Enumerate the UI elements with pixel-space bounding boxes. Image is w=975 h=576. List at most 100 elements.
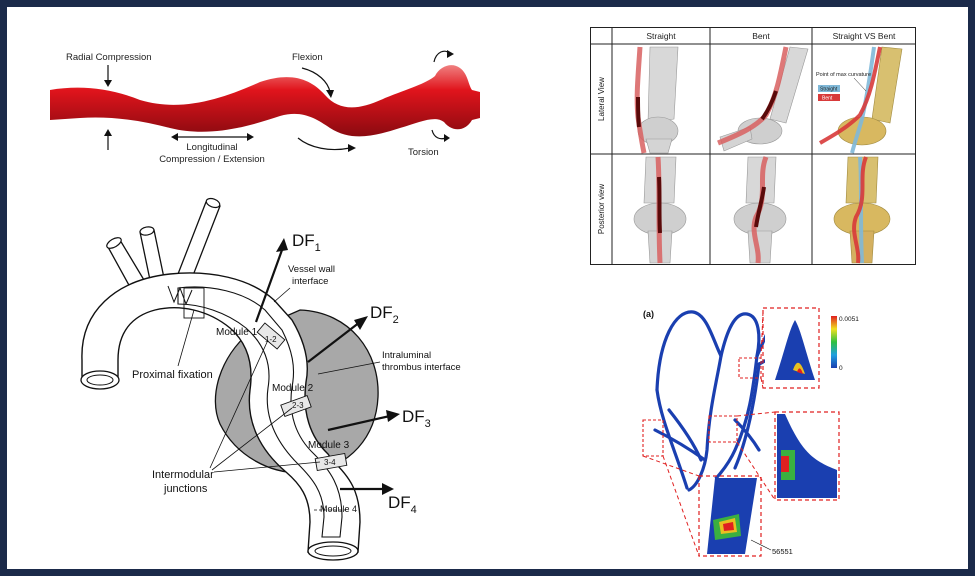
branch-vessel-1-opening: [106, 237, 122, 249]
branch-vessel-2: [139, 229, 165, 281]
stent-crown-mid: [719, 312, 761, 358]
vessel-shape: [50, 65, 480, 137]
cell-lateral-straight: [634, 46, 679, 154]
inset-hotspot: [793, 362, 805, 374]
longitudinal-arrow-left-head: [171, 133, 178, 141]
callout-line-4: [736, 441, 776, 501]
longitudinal-label-2: Compression / Extension: [159, 154, 265, 165]
df4-label: DF4: [388, 493, 417, 516]
stent-segment: [760, 90, 778, 121]
stent-fea-panel: (a) 56551: [642, 307, 859, 557]
aortic-arch: [81, 272, 361, 553]
intermodular-label-1: Intermodular: [152, 469, 214, 481]
df4-arrow-head: [382, 483, 394, 495]
junction-3-4-label: 3-4: [324, 458, 336, 467]
branch-vessel-3-opening: [205, 197, 221, 209]
junction-3-4-band: [314, 452, 348, 472]
df1-arrow-head: [276, 238, 288, 252]
row-header-posterior: Posterior view: [597, 184, 606, 234]
stent-graft-body: [177, 286, 343, 538]
flexion-arrow: [301, 67, 331, 93]
col-header-straight: Straight: [646, 31, 676, 41]
torsion-arrow-bottom-head: [444, 134, 450, 142]
junction-2-3-label: 2-3: [292, 401, 304, 410]
artery-bent: [852, 156, 868, 264]
callout-line-6: [642, 455, 700, 477]
callout-box-bottom: [698, 475, 762, 557]
intermodular-leader-3: [213, 461, 321, 473]
radial-arrow-top-head: [104, 80, 112, 87]
vessel-wall-leader: [273, 287, 291, 303]
point-max-curvature-label: Point of max curvature: [816, 72, 871, 78]
stent-segment: [754, 186, 766, 228]
callout-line-3: [736, 411, 776, 417]
callout-line-1: [760, 311, 764, 359]
cell-lateral-compare: Point of max curvature Straight Bent: [816, 46, 903, 154]
femur-bone: [647, 46, 679, 124]
stent-strut-6: [653, 428, 707, 462]
panel-label-a: (a): [643, 309, 654, 319]
zoom-inset-mid-right: [777, 414, 837, 498]
cell-posterior-compare: [833, 156, 891, 264]
vessel-wall-label-2: interface: [292, 276, 328, 287]
color-scale-max: 0.0051: [839, 316, 859, 323]
artery-straight: [850, 46, 876, 154]
branch-vessel-2-opening: [139, 226, 155, 236]
proximal-fixation-mesh: [183, 287, 205, 319]
row-header-lateral: Lateral View: [597, 77, 606, 121]
intraluminal-label-1: Intraluminal: [382, 350, 431, 361]
aorta-ascending-opening-inner: [86, 374, 114, 386]
module-4-label: Module 4: [320, 504, 357, 514]
proximal-fixation-label: Proximal fixation: [132, 369, 213, 381]
cell-posterior-straight: [633, 156, 687, 264]
node-label: 56551: [772, 547, 793, 556]
aorta-descending-opening-inner: [314, 545, 352, 557]
aorta-stent-panel: 1-2 2-3 3-4 Module 1 Module 2 Module 3 M…: [80, 197, 461, 561]
vessel-deformation-panel: Radial Compression Flexion Longitudinal …: [50, 50, 480, 165]
femur-bone: [871, 46, 903, 124]
color-scale-bar: [831, 316, 837, 368]
df2-arrow-head: [354, 316, 368, 330]
source-box-left: [642, 419, 664, 457]
callout-line-5: [662, 455, 700, 557]
stent-segment: [636, 96, 641, 128]
flexion-arrow-lower: [297, 137, 351, 151]
df3-arrow: [327, 414, 391, 432]
intraluminal-leader: [317, 361, 381, 375]
artery-bent: [819, 46, 882, 145]
inset-gap: [785, 414, 837, 470]
inset-strut: [775, 320, 815, 380]
flexion-arrow-lower-head: [348, 144, 356, 152]
df2-arrow: [307, 321, 361, 363]
df2-label: DF2: [370, 303, 399, 326]
torsion-arrow-top-head: [447, 50, 454, 58]
color-scale-min: 0: [839, 365, 843, 372]
proximal-fixation-leader: [177, 309, 195, 367]
knee-stent-table: Straight Bent Straight VS Bent Lateral V…: [590, 27, 916, 265]
stent-strut-2: [687, 354, 723, 492]
col-header-straight-vs-bent: Straight VS Bent: [833, 31, 896, 41]
callout-box-top-right: [762, 307, 820, 389]
module-3-label: Module 3: [308, 440, 350, 451]
legend-straight-label: Straight: [820, 87, 838, 93]
flexion-arrow-head: [326, 90, 334, 98]
vessel-wall-label-1: Vessel wall: [288, 264, 335, 275]
stent-crown-left: [655, 310, 723, 392]
longitudinal-label-1: Longitudinal: [186, 142, 237, 153]
col-header-bent: Bent: [752, 31, 770, 41]
df3-arrow-head: [386, 410, 400, 422]
stent-strut-7: [733, 418, 761, 452]
df1-arrow: [254, 249, 284, 323]
module-2-label: Module 2: [272, 383, 314, 394]
radial-compression-label: Radial Compression: [66, 52, 152, 63]
df1-label: DF1: [292, 231, 321, 254]
inset-hotspot-core: [797, 368, 803, 374]
branch-vessel-3: [177, 201, 221, 279]
source-box-mid: [708, 415, 738, 443]
tibia-bone: [645, 138, 673, 154]
cell-lateral-bent: [717, 46, 809, 152]
legend-straight-swatch: [818, 85, 840, 92]
torsion-label: Torsion: [408, 147, 439, 158]
intermodular-leader-2: [211, 407, 293, 471]
intermodular-label-2: junctions: [163, 483, 208, 495]
